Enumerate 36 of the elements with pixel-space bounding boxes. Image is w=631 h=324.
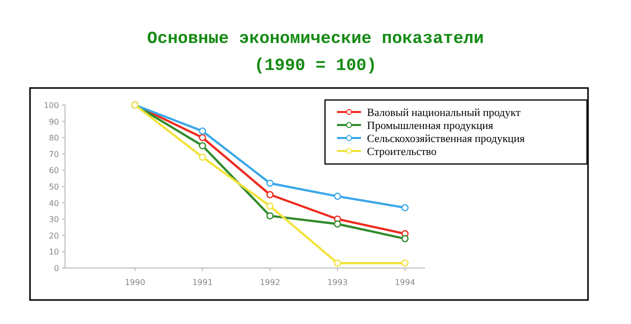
point <box>266 180 274 187</box>
point <box>334 220 342 228</box>
point <box>266 191 274 198</box>
legend-label: Сельскохозяйственная продукция <box>367 133 525 145</box>
y-tick-label: 60 <box>48 166 59 176</box>
y-tick-label: 90 <box>48 117 59 126</box>
x-tick-label: 1993 <box>327 278 348 287</box>
y-tick-label: 0 <box>54 264 59 273</box>
point <box>266 212 274 220</box>
legend-label: Строительство <box>367 146 438 158</box>
legend-label: Валовый национальный продукт <box>367 107 521 119</box>
y-tick-label: 50 <box>48 182 59 192</box>
y-tick-label: 30 <box>48 215 59 224</box>
point <box>401 235 409 242</box>
point <box>334 260 342 267</box>
point <box>401 260 409 267</box>
point <box>334 192 342 200</box>
x-tick-label: 1994 <box>394 278 416 287</box>
point <box>198 142 206 150</box>
y-tick-label: 70 <box>48 150 59 159</box>
point <box>266 202 274 210</box>
chart-subtitle: (1990 = 100) <box>254 57 377 76</box>
y-tick-label: 40 <box>48 198 59 208</box>
chart-title: Основные экономические показатели <box>147 30 484 49</box>
point <box>198 134 206 142</box>
y-tick-label: 20 <box>48 231 59 240</box>
y-tick-label: 80 <box>48 134 59 143</box>
y-tick-label: 100 <box>44 101 59 110</box>
x-tick-label: 1992 <box>260 278 280 287</box>
x-tick-label: 1990 <box>124 278 146 287</box>
legend-label: Промышленная продукция <box>367 120 494 132</box>
x-tick-label: 1991 <box>192 278 213 287</box>
y-tick-label: 10 <box>48 248 59 257</box>
point <box>198 154 206 161</box>
point <box>401 204 409 212</box>
point <box>198 127 206 135</box>
